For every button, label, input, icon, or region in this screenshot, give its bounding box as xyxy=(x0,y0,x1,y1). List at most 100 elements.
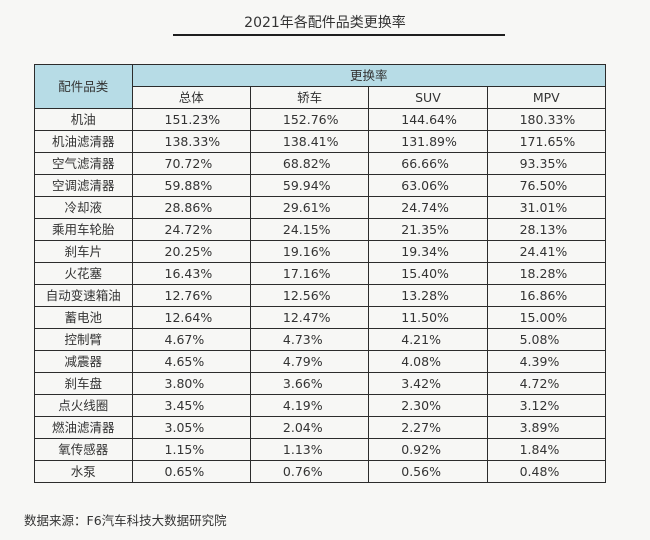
rate-group-header: 更换率 xyxy=(131,64,607,87)
table-row: 空气滤清器 70.72% 68.82% 66.66% 93.35% xyxy=(34,152,607,175)
rate-cell-mpv: 4.39% xyxy=(486,350,607,373)
row-category-cell: 氧传感器 xyxy=(34,438,133,461)
rate-cell-mpv: 24.41% xyxy=(486,240,607,263)
rate-cell-mpv: 16.86% xyxy=(486,284,607,307)
table-row: 刹车片 20.25% 19.16% 19.34% 24.41% xyxy=(34,240,607,263)
rate-cell-sedan: 4.19% xyxy=(249,394,370,417)
rate-cell-overall: 28.86% xyxy=(131,196,251,219)
rate-cell-sedan: 68.82% xyxy=(249,152,370,175)
table-row: 氧传感器 1.15% 1.13% 0.92% 1.84% xyxy=(34,438,607,461)
rate-cell-mpv: 31.01% xyxy=(486,196,607,219)
rate-cell-mpv: 180.33% xyxy=(486,108,607,131)
row-category-cell: 水泵 xyxy=(34,460,133,483)
rate-cell-sedan: 1.13% xyxy=(249,438,370,461)
table-row: 机油 151.23% 152.76% 144.64% 180.33% xyxy=(34,108,607,131)
table-row: 空调滤清器 59.88% 59.94% 63.06% 76.50% xyxy=(34,174,607,197)
rate-cell-sedan: 17.16% xyxy=(249,262,370,285)
rate-cell-suv: 4.08% xyxy=(368,350,488,373)
row-category-cell: 冷却液 xyxy=(34,196,133,219)
replacement-rate-table: 配件品类 更换率 总体 轿车 SUV MPV 机油 151.23% 152.76% 1… xyxy=(34,64,607,483)
category-column-header: 配件品类 xyxy=(34,64,133,109)
row-category-cell: 空气滤清器 xyxy=(34,152,133,175)
rate-cell-overall: 1.15% xyxy=(131,438,251,461)
rate-cell-suv: 0.56% xyxy=(368,460,488,483)
row-category-cell: 控制臂 xyxy=(34,328,133,351)
rate-cell-mpv: 3.12% xyxy=(486,394,607,417)
rate-cell-suv: 13.28% xyxy=(368,284,488,307)
rate-cell-suv: 131.89% xyxy=(368,130,488,153)
rate-cell-sedan: 12.56% xyxy=(249,284,370,307)
rate-cell-suv: 11.50% xyxy=(368,306,488,329)
column-header-overall: 总体 xyxy=(131,86,251,109)
rate-cell-mpv: 28.13% xyxy=(486,218,607,241)
rate-cell-overall: 3.05% xyxy=(131,416,251,439)
rate-cell-suv: 2.27% xyxy=(368,416,488,439)
table-row: 燃油滤清器 3.05% 2.04% 2.27% 3.89% xyxy=(34,416,607,439)
rate-cell-suv: 4.21% xyxy=(368,328,488,351)
rate-cell-overall: 4.67% xyxy=(131,328,251,351)
row-category-cell: 燃油滤清器 xyxy=(34,416,133,439)
rate-cell-mpv: 93.35% xyxy=(486,152,607,175)
table-row: 减震器 4.65% 4.79% 4.08% 4.39% xyxy=(34,350,607,373)
rate-cell-overall: 12.76% xyxy=(131,284,251,307)
rate-cell-suv: 21.35% xyxy=(368,218,488,241)
table-row: 自动变速箱油 12.76% 12.56% 13.28% 16.86% xyxy=(34,284,607,307)
row-category-cell: 机油 xyxy=(34,108,133,131)
rate-cell-suv: 24.74% xyxy=(368,196,488,219)
rate-cell-overall: 3.80% xyxy=(131,372,251,395)
rate-cell-mpv: 18.28% xyxy=(486,262,607,285)
row-category-cell: 自动变速箱油 xyxy=(34,284,133,307)
table-row: 水泵 0.65% 0.76% 0.56% 0.48% xyxy=(34,460,607,483)
rate-cell-overall: 12.64% xyxy=(131,306,251,329)
rate-cell-overall: 24.72% xyxy=(131,218,251,241)
column-header-suv: SUV xyxy=(368,86,488,109)
table-body: 机油 151.23% 152.76% 144.64% 180.33% 机油滤清器 138.3… xyxy=(34,108,607,483)
rate-cell-suv: 19.34% xyxy=(368,240,488,263)
rate-cell-sedan: 152.76% xyxy=(249,108,370,131)
rate-cell-suv: 66.66% xyxy=(368,152,488,175)
table-row: 刹车盘 3.80% 3.66% 3.42% 4.72% xyxy=(34,372,607,395)
rate-cell-suv: 0.92% xyxy=(368,438,488,461)
rate-cell-overall: 16.43% xyxy=(131,262,251,285)
rate-cell-mpv: 15.00% xyxy=(486,306,607,329)
rate-cell-mpv: 76.50% xyxy=(486,174,607,197)
rate-cell-overall: 3.45% xyxy=(131,394,251,417)
row-category-cell: 刹车片 xyxy=(34,240,133,263)
table-row: 蓄电池 12.64% 12.47% 11.50% 15.00% xyxy=(34,306,607,329)
rate-cell-sedan: 19.16% xyxy=(249,240,370,263)
rate-cell-sedan: 138.41% xyxy=(249,130,370,153)
rate-cell-suv: 144.64% xyxy=(368,108,488,131)
rate-cell-suv: 15.40% xyxy=(368,262,488,285)
rate-cell-sedan: 29.61% xyxy=(249,196,370,219)
column-header-sedan: 轿车 xyxy=(249,86,370,109)
rate-cell-suv: 2.30% xyxy=(368,394,488,417)
data-source-note: 数据来源：F6汽车科技大数据研究院 xyxy=(24,513,227,528)
row-category-cell: 乘用车轮胎 xyxy=(34,218,133,241)
header-row-top: 配件品类 更换率 xyxy=(34,64,607,109)
rate-cell-mpv: 171.65% xyxy=(486,130,607,153)
table-row: 机油滤清器 138.33% 138.41% 131.89% 171.65% xyxy=(34,130,607,153)
rate-cell-mpv: 3.89% xyxy=(486,416,607,439)
table-row: 乘用车轮胎 24.72% 24.15% 21.35% 28.13% xyxy=(34,218,607,241)
row-category-cell: 刹车盘 xyxy=(34,372,133,395)
title-underline xyxy=(173,34,505,36)
row-category-cell: 空调滤清器 xyxy=(34,174,133,197)
rate-cell-overall: 20.25% xyxy=(131,240,251,263)
row-category-cell: 机油滤清器 xyxy=(34,130,133,153)
rate-cell-mpv: 4.72% xyxy=(486,372,607,395)
rate-cell-sedan: 12.47% xyxy=(249,306,370,329)
rate-cell-overall: 4.65% xyxy=(131,350,251,373)
chart-frame: 配件品类 更换率 总体 轿车 SUV MPV 机油 151.23% 152.76% 1… xyxy=(31,60,633,490)
rate-cell-overall: 151.23% xyxy=(131,108,251,131)
rate-cell-mpv: 0.48% xyxy=(486,460,607,483)
rate-cell-mpv: 1.84% xyxy=(486,438,607,461)
row-category-cell: 蓄电池 xyxy=(34,306,133,329)
row-category-cell: 火花塞 xyxy=(34,262,133,285)
rate-cell-mpv: 5.08% xyxy=(486,328,607,351)
column-header-mpv: MPV xyxy=(486,86,607,109)
rate-cell-overall: 59.88% xyxy=(131,174,251,197)
row-category-cell: 点火线圈 xyxy=(34,394,133,417)
rate-cell-sedan: 2.04% xyxy=(249,416,370,439)
rate-cell-overall: 138.33% xyxy=(131,130,251,153)
rate-cell-overall: 0.65% xyxy=(131,460,251,483)
